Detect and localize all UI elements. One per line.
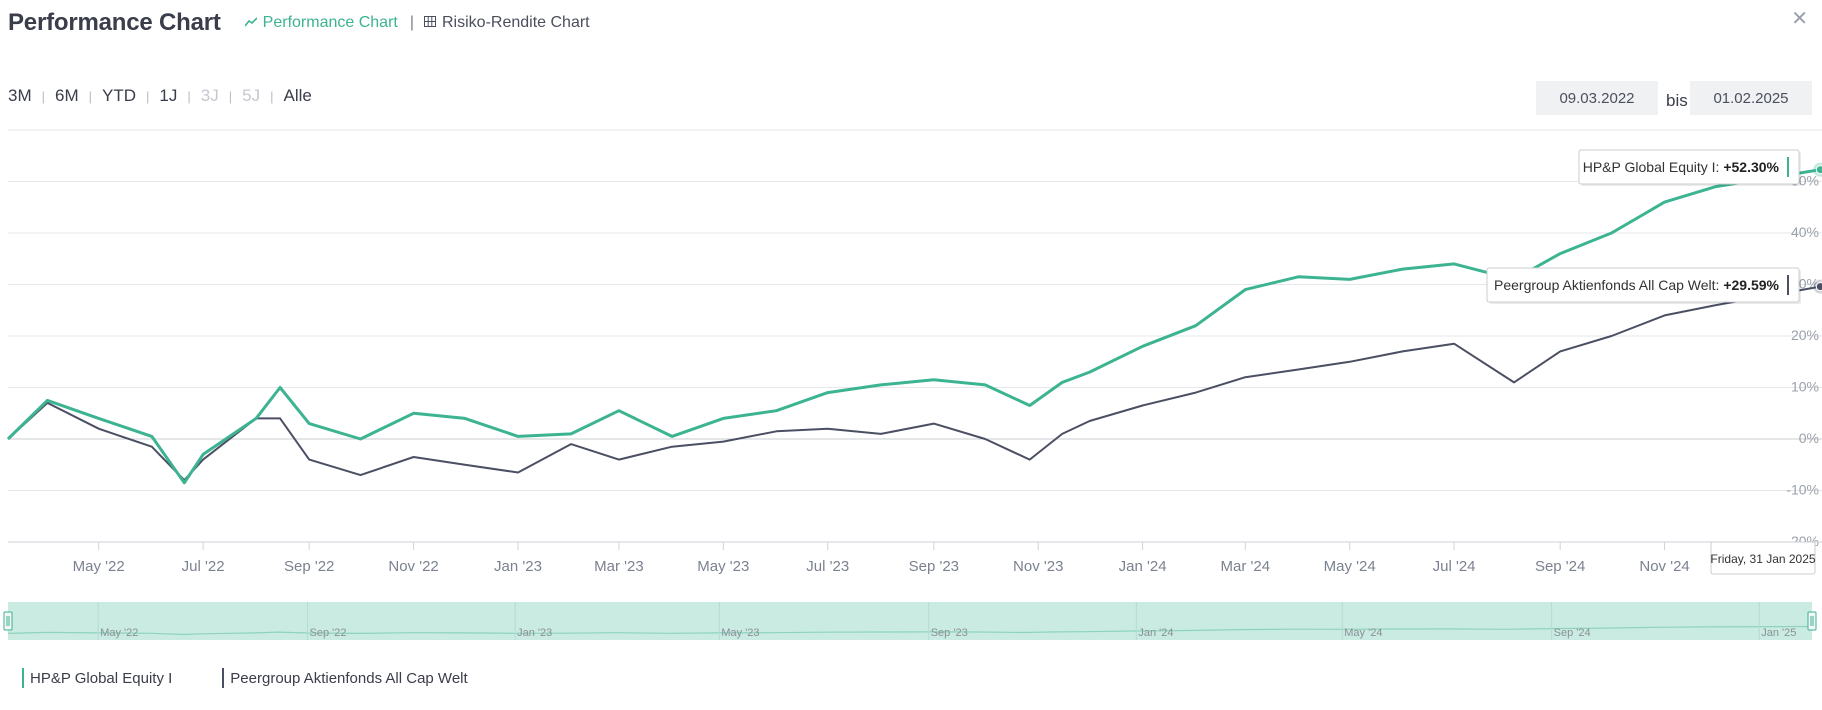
tooltip-text: Peergroup Aktienfonds All Cap Welt: +29.… [1494, 277, 1780, 293]
chart-header: Performance Chart Performance Chart | Ri… [8, 6, 590, 40]
x-tick-label: Jan '24 [1119, 558, 1167, 575]
x-tick-label: Mar '24 [1221, 558, 1271, 575]
x-tick-label: May '22 [73, 558, 125, 575]
x-tick-label: Jan '23 [494, 558, 542, 575]
y-tick-label: 40% [1791, 224, 1819, 240]
x-tick-label: Jul '24 [1433, 558, 1476, 575]
close-icon[interactable]: ✕ [1791, 8, 1808, 30]
x-tick-label: Nov '23 [1013, 558, 1063, 575]
x-tick-label: Sep '23 [909, 558, 959, 575]
tooltip-date-box [1710, 541, 1816, 575]
range-3m-button[interactable]: 3M [8, 86, 32, 105]
tooltip-value: +29.59% [1723, 277, 1779, 293]
x-tick-label: May '24 [1324, 558, 1376, 575]
tooltip-text: HP&P Global Equity I: +52.30% [1583, 159, 1780, 175]
legend-swatch-peer [222, 668, 225, 688]
tooltip-fund: HP&P Global Equity I: +52.30% [1578, 149, 1801, 186]
date-range-separator: bis [1666, 91, 1688, 110]
x-tick-label: Nov '22 [388, 558, 438, 575]
y-tick-label: 10% [1791, 379, 1819, 395]
tooltip-label: Peergroup Aktienfonds All Cap Welt: [1494, 277, 1723, 293]
range-5j-button: 5J [242, 86, 261, 105]
y-tick-label: 0% [1799, 430, 1819, 446]
navigator-label: Jan '24 [1138, 627, 1173, 639]
tooltip-date-text: Friday, 31 Jan 2025 [1710, 552, 1816, 566]
tooltip-date: Friday, 31 Jan 2025 [1710, 541, 1816, 575]
navigator-label: Sep '22 [310, 627, 347, 639]
navigator-label: May '22 [100, 627, 138, 639]
range-divider: | [270, 88, 274, 104]
tooltip-peer: Peergroup Aktienfonds All Cap Welt: +29.… [1486, 267, 1801, 304]
range-divider: | [41, 88, 46, 104]
tooltip-box [1578, 149, 1800, 185]
series-line-fund [6, 168, 1821, 485]
legend-swatch-fund [22, 668, 24, 688]
x-tick-label: Mar '23 [594, 558, 644, 575]
legend-item-peer[interactable]: Peergroup Aktienfonds All Cap Welt [222, 668, 468, 688]
navigator-label: May '24 [1344, 627, 1382, 639]
tab-risk-return-chart[interactable]: Risiko-Rendite Chart [424, 14, 590, 32]
range-alle-button[interactable]: Alle [283, 86, 312, 105]
navigator-handle-box [1807, 611, 1817, 631]
tooltip-box [1486, 267, 1800, 303]
x-tick-label: Nov '24 [1639, 558, 1689, 575]
range-divider: | [187, 88, 191, 104]
x-tick-label: Sep '22 [284, 558, 334, 575]
tooltip-label: HP&P Global Equity I: [1583, 159, 1724, 175]
range-divider: | [228, 88, 233, 104]
x-tick-label: May '23 [697, 558, 749, 575]
range-3j-button: 3J [200, 86, 219, 105]
hover-point-peer [1815, 282, 1822, 292]
legend-label-fund: HP&P Global Equity I [30, 669, 173, 687]
x-tick-label: Jul '23 [806, 558, 849, 575]
range-ytd-button[interactable]: YTD [102, 86, 137, 105]
range-6m-button[interactable]: 6M [55, 86, 79, 105]
navigator-handle-right[interactable] [1807, 611, 1817, 631]
legend-item-fund[interactable]: HP&P Global Equity I [22, 668, 172, 688]
range-selector: 3M | 6M | YTD | 1J | 3J | 5J | Alle [8, 86, 312, 106]
navigator-handle-left[interactable] [3, 611, 13, 631]
x-tick-label: Sep '24 [1535, 558, 1585, 575]
hover-point-fund [1815, 165, 1822, 175]
series-line-peer [7, 285, 1821, 482]
chart-legend: HP&P Global Equity I Peergroup Aktienfon… [22, 668, 518, 688]
range-divider: | [146, 88, 150, 104]
navigator-selection [8, 602, 1812, 640]
x-tick-label: Jul '22 [182, 558, 225, 575]
navigator-series [7, 625, 1811, 636]
y-tick-label: -10% [1786, 482, 1819, 498]
range-1j-button[interactable]: 1J [159, 86, 178, 105]
navigator-label: Jan '25 [1761, 627, 1796, 639]
navigator-label: Sep '23 [931, 627, 968, 639]
table-grid-icon [424, 14, 436, 32]
navigator-handle-box [3, 611, 13, 631]
line-chart-icon [244, 14, 258, 32]
navigator-label: Sep '24 [1554, 627, 1591, 639]
range-divider: | [88, 88, 93, 104]
date-to-input[interactable]: 01.02.2025 [1690, 81, 1812, 115]
navigator-label: Jan '23 [517, 627, 552, 639]
navigator-label: May '23 [721, 627, 759, 639]
y-tick-label: 20% [1791, 327, 1819, 343]
tooltip-value: +52.30% [1723, 159, 1779, 175]
page-title: Performance Chart [8, 9, 221, 36]
tab-performance-label: Performance Chart [262, 14, 398, 31]
tab-separator: | [409, 14, 414, 31]
tab-performance-chart[interactable]: Performance Chart [244, 14, 398, 32]
tab-risk-label: Risiko-Rendite Chart [442, 14, 590, 31]
date-from-input[interactable]: 09.03.2022 [1536, 81, 1658, 115]
legend-label-peer: Peergroup Aktienfonds All Cap Welt [230, 669, 468, 687]
